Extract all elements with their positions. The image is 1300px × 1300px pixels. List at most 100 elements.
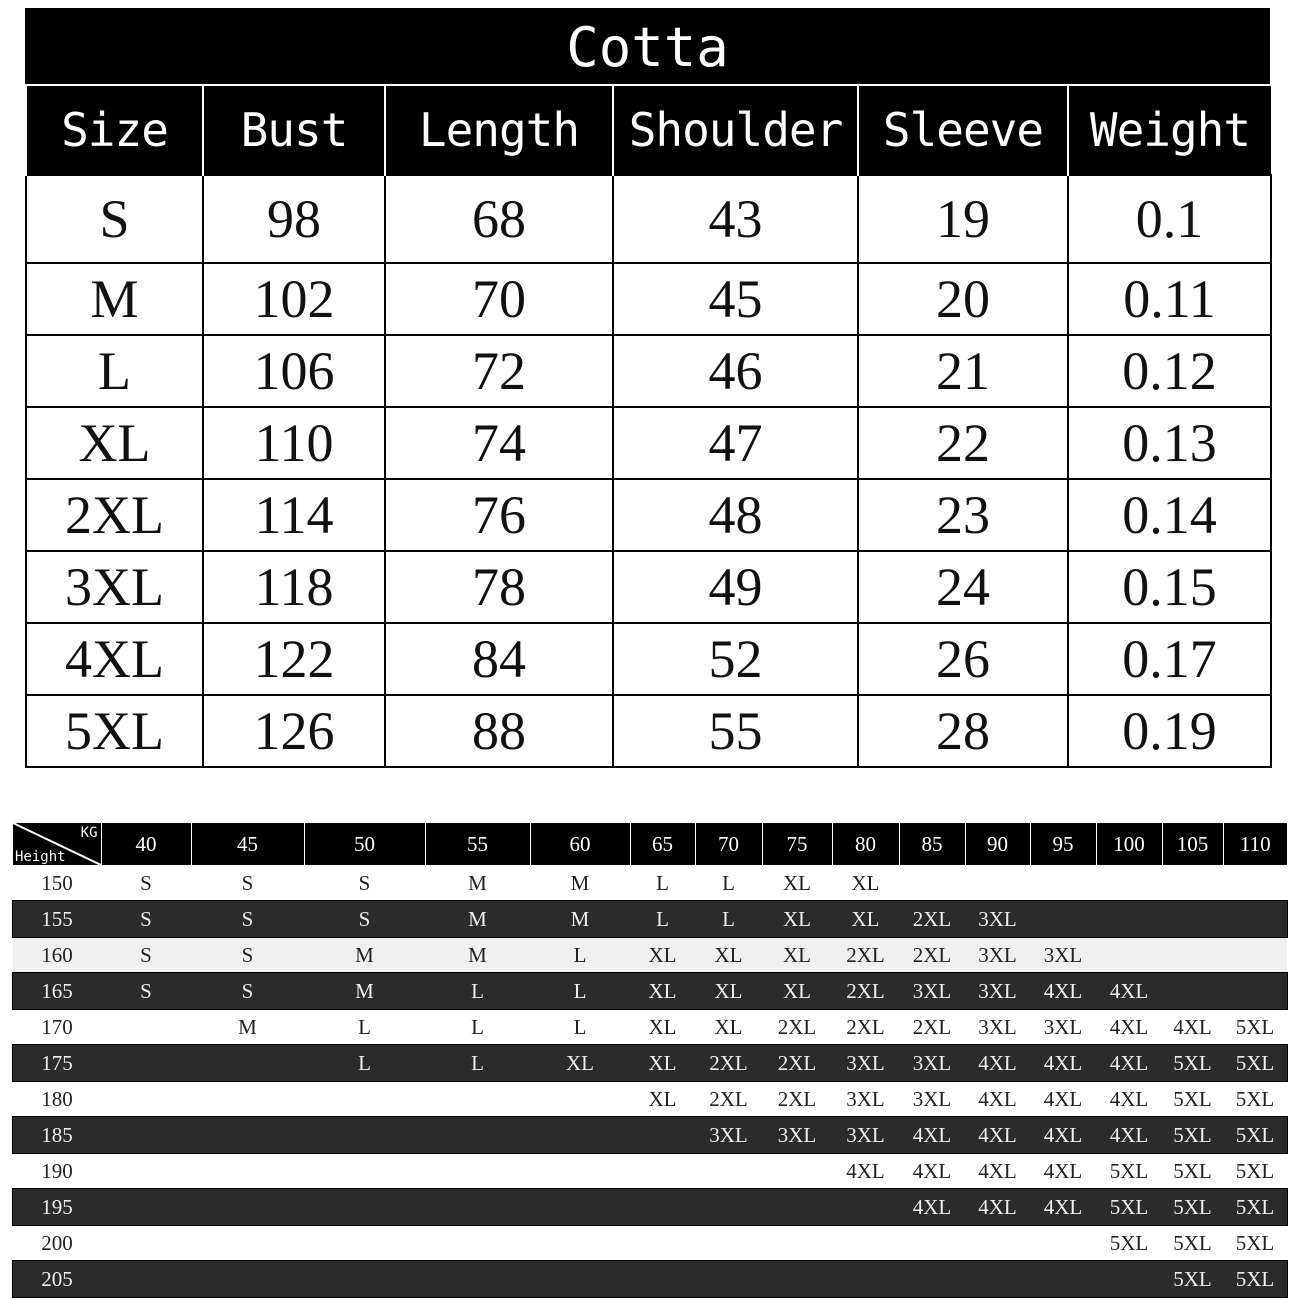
size-cell: 4XL <box>1109 1086 1149 1111</box>
size-cell <box>101 1117 191 1153</box>
table-cell: 21 <box>857 334 1069 408</box>
weight-header: 95 <box>1029 823 1096 865</box>
size-cell: 5XL <box>1223 1261 1287 1297</box>
size-cell: S <box>101 973 191 1009</box>
table-cell: 0.19 <box>1067 694 1272 768</box>
size-cell: 3XL <box>1030 937 1096 973</box>
column-header: Size <box>25 86 203 175</box>
size-cell: 5XL <box>1109 1230 1149 1255</box>
size-cell: 4XL <box>1030 1045 1096 1081</box>
size-cell: S <box>191 937 304 973</box>
size-cell: L <box>695 901 762 937</box>
size-cell <box>695 1189 762 1225</box>
table-row: 4XL 122 84 52 26 0.17 <box>25 622 1272 696</box>
size-cell: 4XL <box>1043 1158 1083 1183</box>
table-row: 165 S S M L L XL XL XL 2XL 3XL 3XL 4XL 4XL <box>12 972 1288 1010</box>
size-cell <box>965 1225 1030 1261</box>
size-cell <box>762 1261 832 1297</box>
table-cell: 49 <box>612 550 859 624</box>
size-cell: M <box>304 973 425 1009</box>
table-cell: 76 <box>384 478 614 552</box>
size-cell <box>1096 901 1162 937</box>
table-cell: M <box>25 262 204 336</box>
weight-header: 55 <box>424 823 530 865</box>
size-cell: 3XL <box>832 1117 899 1153</box>
size-cell <box>425 1117 530 1153</box>
size-cell: 2XL <box>899 901 965 937</box>
size-cell: 4XL <box>965 1045 1030 1081</box>
size-cell: L <box>722 870 735 895</box>
table-cell: 48 <box>612 478 859 552</box>
size-cell <box>1223 937 1287 973</box>
size-cell: S <box>191 973 304 1009</box>
size-cell <box>101 1153 191 1189</box>
table-cell: 84 <box>384 622 614 696</box>
size-cell: 4XL <box>1030 973 1096 1009</box>
kg-label: KG <box>80 825 98 841</box>
size-cell: 4XL <box>1030 1117 1096 1153</box>
size-cell <box>630 1225 695 1261</box>
size-cell: XL <box>783 870 811 895</box>
height-weight-fit-chart: KG Height 40 45 50 55 60 65 70 75 80 85 90 95 100 105… <box>12 823 1288 1298</box>
size-chart: Cotta Size Bust Length Shoulder Sleeve Weight… <box>25 8 1272 768</box>
size-cell: 5XL <box>1162 1189 1223 1225</box>
size-cell <box>304 1081 425 1117</box>
weight-header: 45 <box>190 823 304 865</box>
size-cell: XL <box>762 901 832 937</box>
size-cell: 2XL <box>846 1014 885 1039</box>
size-cell: 4XL <box>899 1189 965 1225</box>
size-cell <box>1223 865 1287 901</box>
size-cell: L <box>530 937 630 973</box>
size-cell: 4XL <box>965 1117 1030 1153</box>
size-cell <box>530 1225 630 1261</box>
size-cell <box>530 1153 630 1189</box>
column-header: Bust <box>202 86 385 175</box>
size-cell <box>695 1261 762 1297</box>
size-cell: 2XL <box>695 1045 762 1081</box>
size-cell <box>695 1153 762 1189</box>
table-row: 190 4XL 4XL 4XL 4XL 5XL 5XL 5XL <box>13 1153 1287 1189</box>
size-cell: L <box>425 973 530 1009</box>
height-label: Height <box>15 849 66 865</box>
size-cell <box>832 1225 899 1261</box>
weight-header: 50 <box>303 823 425 865</box>
size-cell: 4XL <box>1109 1014 1149 1039</box>
table-cell: 88 <box>384 694 614 768</box>
table-cell: 2XL <box>25 478 204 552</box>
size-cell <box>1030 1225 1096 1261</box>
diagonal-divider <box>13 823 101 865</box>
size-cell: 3XL <box>762 1117 832 1153</box>
size-cell: 5XL <box>1162 1045 1223 1081</box>
table-cell: 23 <box>857 478 1069 552</box>
size-cell: 3XL <box>965 937 1030 973</box>
size-cell: 3XL <box>832 1045 899 1081</box>
size-cell <box>965 1261 1030 1297</box>
size-cell: S <box>191 901 304 937</box>
size-cell <box>695 1225 762 1261</box>
size-cell: 3XL <box>1043 1014 1083 1039</box>
table-row: 170 M L L L XL XL 2XL 2XL 2XL 3XL 3XL 4XL 4XL 5XL <box>13 1009 1287 1045</box>
table-cell: 70 <box>384 262 614 336</box>
size-cell: XL <box>648 1014 677 1039</box>
table-cell: 98 <box>202 174 386 264</box>
size-cell <box>191 1081 304 1117</box>
size-cell <box>425 1153 530 1189</box>
size-cell <box>425 1081 530 1117</box>
size-cell: 5XL <box>1223 1117 1287 1153</box>
height-cell: 185 <box>13 1117 101 1153</box>
size-cell: 5XL <box>1223 1189 1287 1225</box>
height-cell: 160 <box>13 937 101 973</box>
size-cell: L <box>304 1045 425 1081</box>
weight-header: 70 <box>694 823 762 865</box>
size-cell <box>304 1153 425 1189</box>
size-cell: XL <box>851 870 880 895</box>
table-cell: 126 <box>202 694 386 768</box>
weight-header: 60 <box>529 823 630 865</box>
table-cell: 0.15 <box>1067 550 1272 624</box>
size-cell: 4XL <box>978 1086 1017 1111</box>
size-cell: L <box>656 870 669 895</box>
size-cell: 3XL <box>899 1045 965 1081</box>
table-row: 5XL 126 88 55 28 0.19 <box>25 694 1272 768</box>
table-row: XL 110 74 47 22 0.13 <box>25 406 1272 480</box>
height-cell: 165 <box>13 973 101 1009</box>
